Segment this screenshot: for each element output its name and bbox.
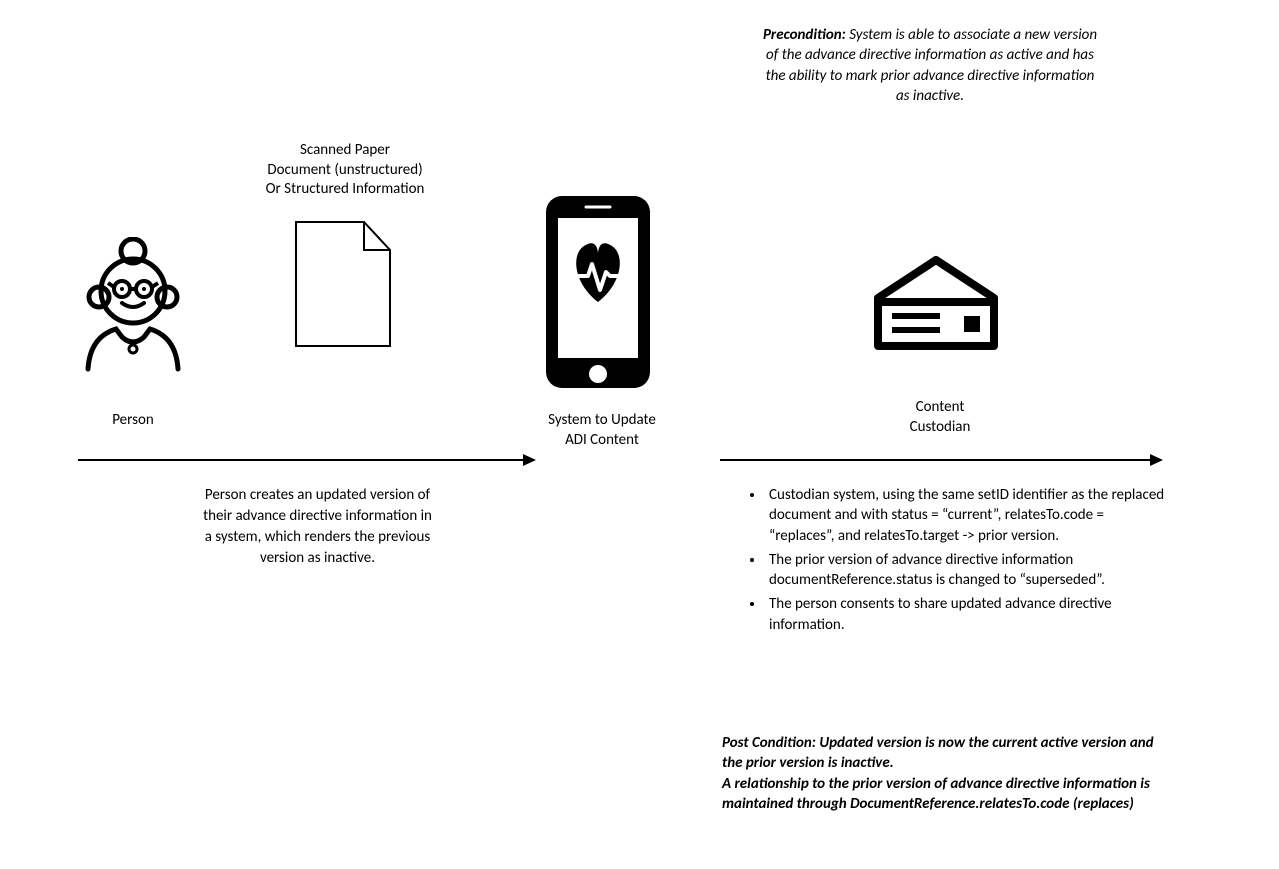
person-label: Person (78, 411, 188, 431)
arrow-system-to-custodian (720, 452, 1165, 473)
left-description: Person creates an updated version of the… (200, 485, 435, 569)
bullet-2: The prior version of advance directive i… (765, 550, 1170, 591)
custodian-label: Content Custodian (895, 398, 985, 437)
document-label: Scanned Paper Document (unstructured) Or… (245, 141, 445, 200)
system-label-line1: System to Update (527, 411, 677, 431)
document-icon (294, 220, 392, 348)
precondition-label: Precondition: (763, 26, 846, 44)
bullet-1: Custodian system, using the same setID i… (765, 485, 1170, 546)
postcondition-body-2: A relationship to the prior version of a… (722, 774, 1167, 815)
bullet-3: The person consents to share updated adv… (765, 594, 1170, 635)
custodian-label-line1: Content (895, 398, 985, 418)
system-icon (542, 192, 654, 392)
arrow-person-to-system (78, 452, 538, 473)
postcondition-text: Post Condition: Updated version is now t… (722, 733, 1167, 814)
document-label-line1: Scanned Paper (245, 141, 445, 161)
custodian-icon (870, 252, 1002, 354)
right-bullets: Custodian system, using the same setID i… (735, 485, 1170, 639)
system-label-line2: ADI Content (527, 431, 677, 451)
document-label-line2: Document (unstructured) (245, 161, 445, 181)
precondition-text: Precondition: System is able to associat… (760, 25, 1100, 106)
system-label: System to Update ADI Content (527, 411, 677, 450)
person-icon (78, 237, 188, 372)
postcondition-label: Post Condition: (722, 734, 816, 752)
document-label-line3: Or Structured Information (245, 180, 445, 200)
custodian-label-line2: Custodian (895, 418, 985, 438)
